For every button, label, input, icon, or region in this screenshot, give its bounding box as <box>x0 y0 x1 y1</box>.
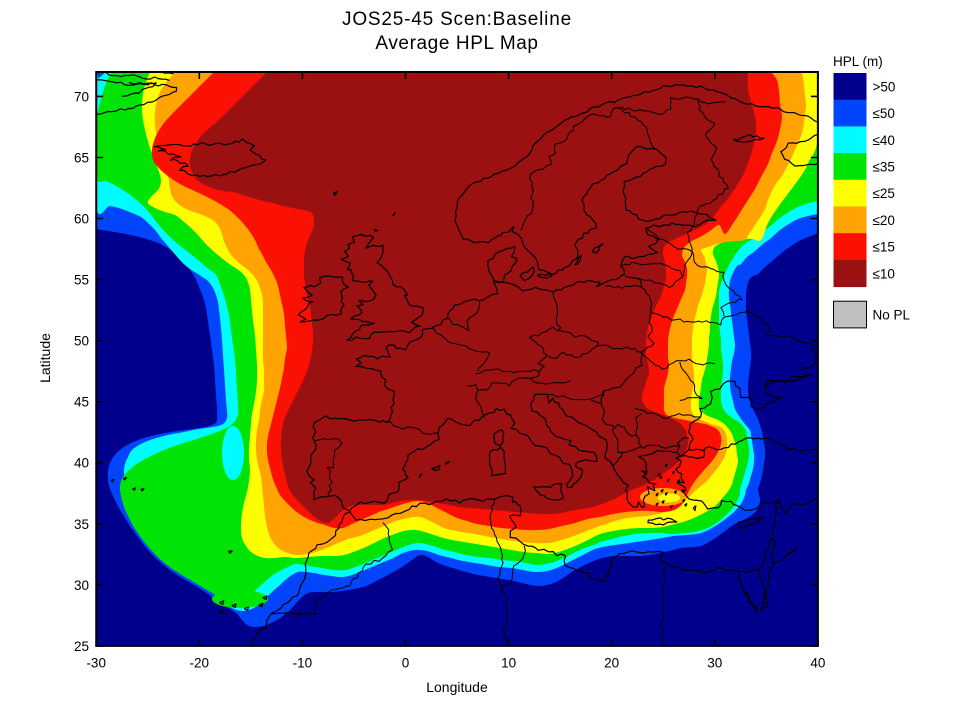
svg-text:>50: >50 <box>873 79 896 94</box>
svg-text:25: 25 <box>74 639 89 654</box>
svg-text:60: 60 <box>74 212 89 227</box>
svg-text:≤40: ≤40 <box>873 133 895 148</box>
svg-text:≤25: ≤25 <box>873 186 895 201</box>
svg-text:40: 40 <box>74 456 89 471</box>
svg-text:45: 45 <box>74 395 89 410</box>
svg-text:Latitude: Latitude <box>37 333 53 383</box>
svg-text:≤35: ≤35 <box>873 159 895 174</box>
svg-text:-30: -30 <box>86 656 106 671</box>
svg-text:≤15: ≤15 <box>873 240 895 255</box>
svg-text:-10: -10 <box>293 656 313 671</box>
svg-text:-20: -20 <box>190 656 210 671</box>
svg-text:40: 40 <box>810 656 825 671</box>
svg-text:No PL: No PL <box>873 308 911 323</box>
svg-text:35: 35 <box>74 517 89 532</box>
svg-text:55: 55 <box>74 273 89 288</box>
svg-text:70: 70 <box>74 89 89 104</box>
svg-text:≤20: ≤20 <box>873 213 895 228</box>
svg-text:≤50: ≤50 <box>873 106 895 121</box>
svg-text:Longitude: Longitude <box>426 679 488 695</box>
svg-text:50: 50 <box>74 334 89 349</box>
svg-text:JOS25-45 Scen:Baseline: JOS25-45 Scen:Baseline <box>342 9 572 30</box>
svg-text:10: 10 <box>501 656 516 671</box>
svg-text:Average HPL Map: Average HPL Map <box>375 33 538 54</box>
svg-text:20: 20 <box>604 656 619 671</box>
svg-text:0: 0 <box>402 656 410 671</box>
svg-text:30: 30 <box>74 578 89 593</box>
svg-text:≤10: ≤10 <box>873 266 895 281</box>
svg-text:HPL (m): HPL (m) <box>833 54 883 69</box>
svg-text:65: 65 <box>74 151 89 166</box>
svg-text:30: 30 <box>707 656 722 671</box>
